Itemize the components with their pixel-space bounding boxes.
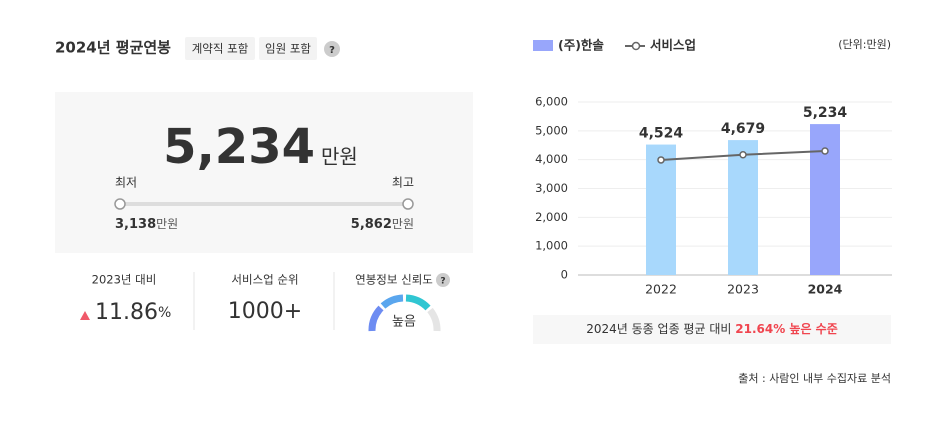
y-tick-label: 5,000 <box>535 123 568 137</box>
title: 2024년 평균연봉 <box>55 39 171 57</box>
tag-bg <box>185 37 255 60</box>
y-tick-label: 3,000 <box>535 181 568 195</box>
note-highlight: 21.64% 높은 수준 <box>735 322 838 336</box>
line-point <box>739 151 747 159</box>
note-prefix: 2024년 동종 업종 평균 대비 <box>586 322 731 336</box>
legend-label: 서비스업 <box>650 38 696 53</box>
min-unit: 만원 <box>156 217 178 231</box>
y-tick-label: 0 <box>561 268 568 282</box>
x-tick-label: 2023 <box>727 282 759 297</box>
stat-label: 연봉정보 신뢰도 <box>355 273 433 287</box>
stat-label: 2023년 대비 <box>92 273 157 287</box>
max-number: 5,862 <box>351 217 392 232</box>
y-tick-label: 2,000 <box>535 210 568 224</box>
bar <box>728 140 758 275</box>
y-tick-label: 6,000 <box>535 95 568 109</box>
gauge-seg <box>427 307 441 332</box>
x-tick-label: 2022 <box>645 282 677 297</box>
line-point <box>821 147 829 155</box>
legend-marker <box>631 41 641 51</box>
value-label: 4,679 <box>721 121 765 137</box>
legend-swatch <box>533 40 553 51</box>
unit-note: (단위:만원) <box>838 38 891 51</box>
range-handle <box>114 198 126 210</box>
bar <box>810 124 840 275</box>
value-label: 4,524 <box>639 126 684 142</box>
x-tick-label: 2024 <box>808 282 843 297</box>
stat-number: 11.86 <box>95 300 158 325</box>
gauge-seg <box>405 294 431 311</box>
max-unit: 만원 <box>392 217 414 231</box>
gauge <box>368 294 441 332</box>
help-mark: ? <box>329 45 335 56</box>
min-label: 최저 <box>115 176 137 190</box>
salary: 5,234 <box>163 119 315 175</box>
help-mark: ? <box>440 277 445 287</box>
y-tick-label: 1,000 <box>535 239 568 253</box>
stat-unit: % <box>158 305 171 321</box>
range-handle <box>402 198 414 210</box>
help-icon[interactable] <box>436 273 450 287</box>
max-value: 5,862만원 <box>351 217 414 232</box>
source: 출처 : 사람인 내부 수집자료 분석 <box>738 372 891 385</box>
note: 2024년 동종 업종 평균 대비 21.64% 높은 수준 <box>586 322 838 336</box>
up-arrow <box>80 311 90 320</box>
min-number: 3,138 <box>115 217 156 232</box>
help-icon[interactable] <box>324 41 340 57</box>
stat-value: 1000+ <box>228 299 302 324</box>
value-label: 5,234 <box>803 105 848 121</box>
tag-bg <box>259 37 317 60</box>
gauge-seg <box>380 294 404 309</box>
stat-value: 11.86% <box>95 300 171 325</box>
tag: 임원 포함 <box>265 42 311 56</box>
y-tick-label: 4,000 <box>535 152 568 166</box>
plot: 0 1,000 2,000 3,000 4,000 5,000 6,000 2022 2023 2… <box>535 95 892 297</box>
tag: 계약직 포함 <box>192 42 249 56</box>
min-value: 3,138만원 <box>115 217 178 232</box>
gauge-seg <box>368 305 384 332</box>
stat-label: 서비스업 순위 <box>231 273 298 287</box>
note-box <box>533 315 891 344</box>
salary-card <box>55 92 473 253</box>
salary-unit: 만원 <box>321 145 358 169</box>
gauge-label: 높음 <box>392 315 416 330</box>
max-label: 최고 <box>392 176 414 190</box>
line-point <box>657 156 665 164</box>
bar <box>646 144 676 275</box>
legend-label: (주)한솔 <box>558 38 604 53</box>
